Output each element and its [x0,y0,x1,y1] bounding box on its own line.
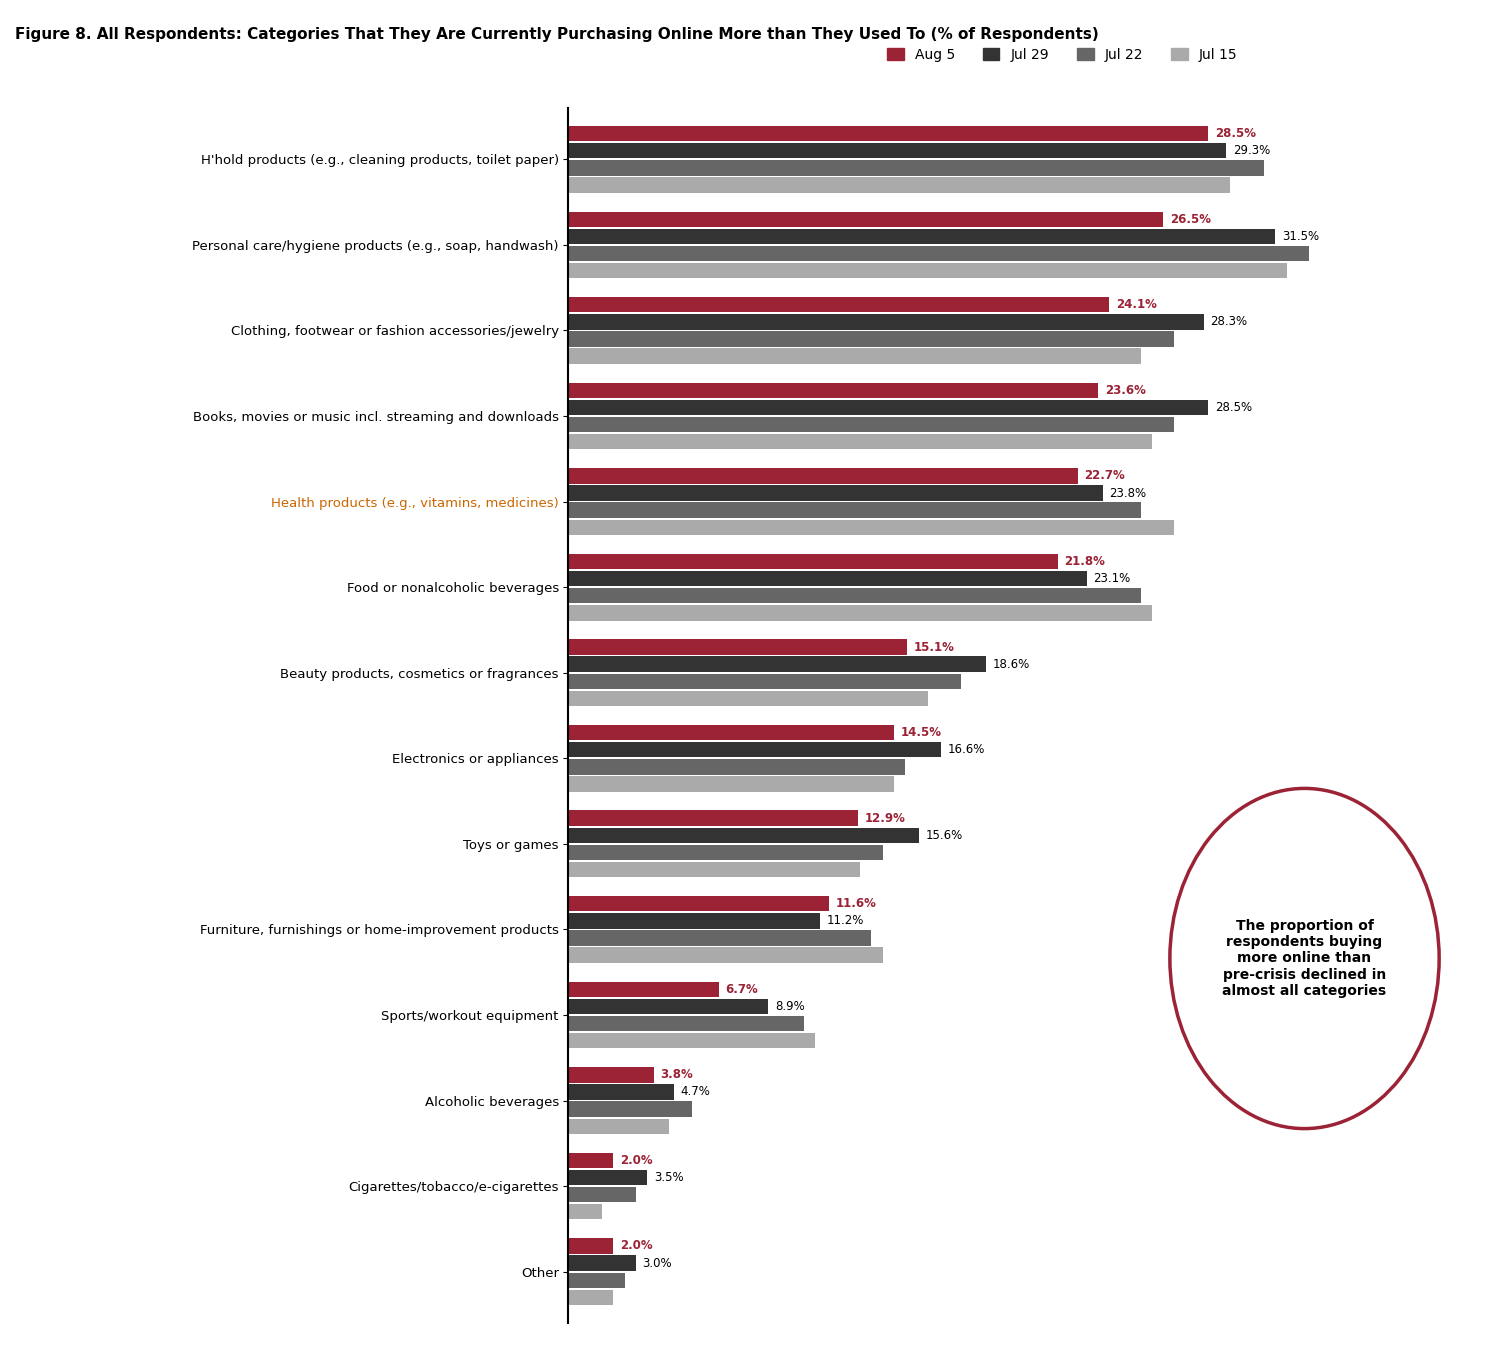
Text: 28.3%: 28.3% [1210,316,1248,328]
Bar [568,930,871,945]
Text: 11.2%: 11.2% [826,914,863,927]
Bar [568,674,960,688]
Bar [568,861,860,878]
Bar [568,212,1162,227]
Bar [568,759,905,775]
Bar [568,776,893,791]
Text: 16.6%: 16.6% [948,744,984,756]
Bar [568,640,907,655]
Bar [568,913,820,929]
Text: 18.6%: 18.6% [993,657,1029,671]
Bar [568,433,1152,450]
Bar [568,656,986,672]
Text: 2.0%: 2.0% [619,1154,652,1166]
Bar [568,1033,815,1049]
Text: 4.7%: 4.7% [681,1085,711,1099]
Bar [568,743,941,757]
Text: 15.6%: 15.6% [925,829,962,842]
Bar [568,246,1309,261]
Text: 3.0%: 3.0% [643,1257,672,1269]
Bar [568,228,1275,244]
Bar [568,468,1077,483]
Bar [568,382,1098,398]
Bar [568,605,1152,621]
Bar [568,348,1140,364]
Bar [568,126,1209,142]
Bar [568,1238,613,1254]
Text: 31.5%: 31.5% [1282,230,1319,243]
Text: 28.5%: 28.5% [1215,401,1252,414]
Text: 8.9%: 8.9% [775,1000,805,1012]
Bar [568,143,1225,158]
Bar [568,1119,670,1134]
Bar [568,520,1174,535]
Text: 3.8%: 3.8% [661,1068,693,1081]
Bar [568,297,1110,312]
Bar [568,486,1103,501]
Text: 3.5%: 3.5% [654,1170,684,1184]
Bar [568,554,1058,570]
Bar [568,845,883,860]
Bar [568,1289,613,1305]
Text: 11.6%: 11.6% [835,898,877,910]
Bar [568,177,1230,193]
Legend: Aug 5, Jul 29, Jul 22, Jul 15: Aug 5, Jul 29, Jul 22, Jul 15 [881,42,1243,68]
Bar [568,691,928,706]
Bar [568,315,1203,329]
Text: 22.7%: 22.7% [1085,470,1125,482]
Text: Figure 8. All Respondents: Categories That They Are Currently Purchasing Online : Figure 8. All Respondents: Categories Th… [15,27,1098,42]
Text: 12.9%: 12.9% [865,811,905,825]
Bar [568,1256,636,1270]
Bar [568,828,919,842]
Text: 23.6%: 23.6% [1104,383,1146,397]
Bar [568,417,1174,432]
Text: 23.1%: 23.1% [1094,572,1131,585]
Bar [568,981,718,998]
Bar [568,502,1140,518]
Bar [568,725,893,740]
Text: 2.0%: 2.0% [619,1239,652,1253]
Text: 14.5%: 14.5% [901,726,941,738]
Bar [568,810,859,826]
Bar [568,1204,601,1219]
Bar [568,263,1287,278]
Bar [568,161,1264,176]
Bar [568,1187,636,1203]
Bar [568,1273,625,1288]
Bar [568,1170,646,1185]
Text: 15.1%: 15.1% [914,640,954,653]
Text: 28.5%: 28.5% [1215,127,1255,140]
Text: 26.5%: 26.5% [1170,213,1210,225]
Text: 29.3%: 29.3% [1233,144,1270,158]
Bar [568,400,1209,416]
Bar [568,948,883,963]
Text: 6.7%: 6.7% [726,983,758,996]
Text: 23.8%: 23.8% [1110,486,1146,500]
Text: The proportion of
respondents buying
more online than
pre-crisis declined in
alm: The proportion of respondents buying mor… [1222,919,1387,998]
Bar [568,1066,654,1083]
Bar [568,1102,691,1116]
Text: 24.1%: 24.1% [1116,298,1156,312]
Bar [568,1015,805,1031]
Bar [568,589,1140,603]
Bar [568,331,1174,347]
Bar [568,896,829,911]
Text: 21.8%: 21.8% [1064,555,1106,568]
Bar [568,1084,673,1100]
Bar [568,571,1086,586]
Bar [568,1153,613,1168]
Bar [568,999,769,1014]
